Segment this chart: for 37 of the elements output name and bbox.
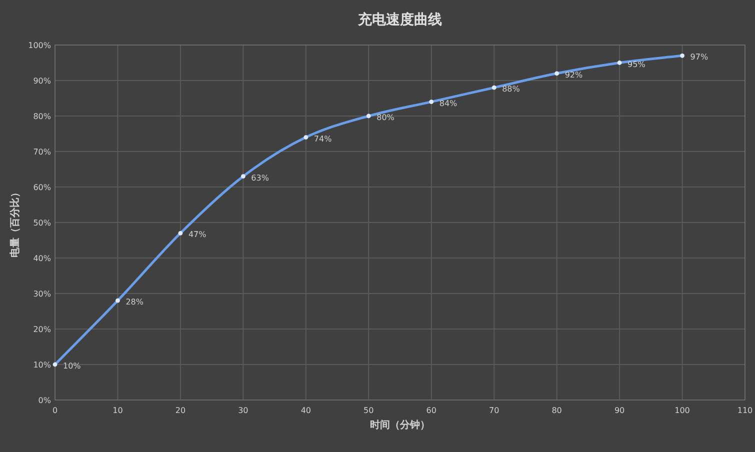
data-label: 28% xyxy=(126,298,144,307)
x-tick-label: 0 xyxy=(52,406,58,415)
x-tick-label: 40 xyxy=(300,406,312,415)
y-tick-label: 70% xyxy=(33,148,52,156)
data-label: 63% xyxy=(251,173,270,182)
x-axis-title: 时间（分钟） xyxy=(370,419,430,431)
x-tick-label: 100 xyxy=(674,406,690,415)
y-tick-label: 80% xyxy=(33,112,52,121)
y-axis-title: 电量（百分比） xyxy=(9,188,21,258)
x-tick-label: 90 xyxy=(614,406,625,415)
data-label: 10% xyxy=(63,362,82,370)
y-tick-label: 90% xyxy=(33,76,52,86)
x-tick-label: 70 xyxy=(488,406,500,415)
y-tick-label: 20% xyxy=(33,325,52,334)
x-tick-label: 10 xyxy=(112,406,123,415)
y-tick-label: 0% xyxy=(38,396,52,405)
x-tick-label: 30 xyxy=(238,406,248,415)
y-tick-label: 100% xyxy=(28,41,52,50)
y-tick-label: 40% xyxy=(33,254,52,263)
data-label: 74% xyxy=(314,134,332,144)
x-tick-label: 60 xyxy=(426,406,436,415)
y-tick-label: 30% xyxy=(33,290,52,298)
data-label: 92% xyxy=(564,70,583,80)
y-tick-label: 50% xyxy=(33,218,52,228)
data-label: 97% xyxy=(690,52,708,62)
y-tick-label: 10% xyxy=(33,360,52,370)
chart-title: 充电速度曲线 xyxy=(357,11,442,28)
x-tick-label: 50 xyxy=(364,406,374,415)
data-label: 88% xyxy=(502,84,520,94)
data-label: 47% xyxy=(188,230,207,240)
y-tick-label: 60% xyxy=(33,183,52,192)
data-label: 95% xyxy=(628,60,646,69)
x-tick-label: 110 xyxy=(737,406,753,415)
data-label: 80% xyxy=(376,113,395,122)
x-tick-label: 20 xyxy=(175,406,186,415)
data-label: 84% xyxy=(439,98,458,108)
x-tick-label: 80 xyxy=(552,406,562,415)
